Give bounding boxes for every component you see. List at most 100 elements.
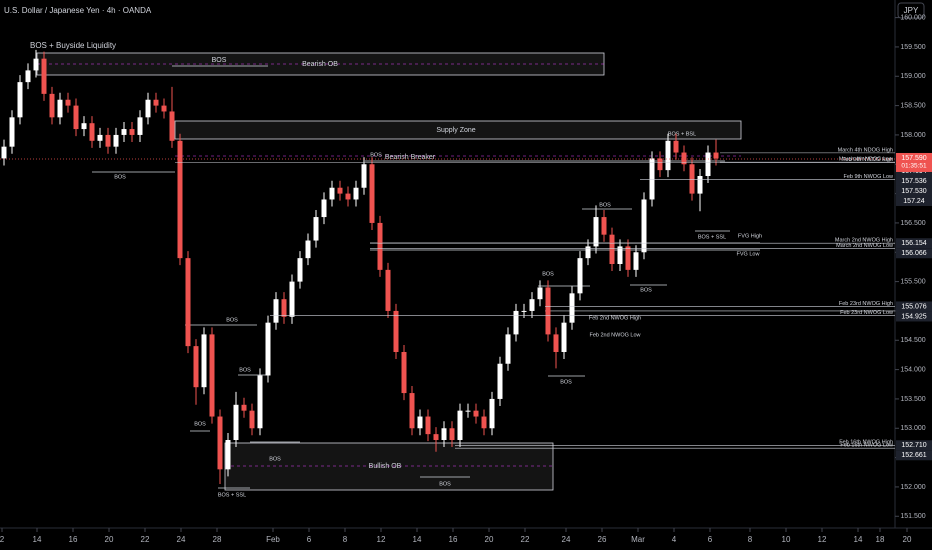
candle-body	[209, 334, 215, 417]
annotation-label: BOS	[194, 421, 206, 427]
candle-body	[153, 99, 159, 106]
price-tag-label: 154.925	[901, 313, 926, 320]
price-tag-label: 157.530	[901, 188, 926, 195]
candle-body	[489, 398, 495, 429]
candle-body	[641, 199, 647, 253]
annotation-label: BOS + BSL	[668, 131, 696, 137]
y-tick-label: 152.000	[900, 484, 925, 491]
level-name: Feb 16th NWOG Low	[840, 443, 893, 449]
currency-label[interactable]: JPY	[904, 6, 919, 15]
candle-body	[257, 375, 263, 429]
candle-body	[273, 299, 279, 323]
candle-body	[473, 410, 479, 417]
annotation-label: BOS	[370, 152, 382, 158]
x-tick-label: 22	[521, 535, 530, 544]
candle-body	[25, 70, 31, 83]
candle-body	[521, 310, 527, 312]
candle-body	[97, 134, 103, 141]
price-tag	[896, 440, 932, 451]
annotation-label: Supply Zone	[436, 127, 475, 134]
currency-button[interactable]	[897, 2, 925, 19]
price-tag	[896, 185, 932, 196]
candle-body	[57, 99, 63, 118]
countdown-label: 01:35:51	[901, 163, 927, 170]
level-name: Feb 16th NWOG High	[839, 440, 893, 446]
candle-body	[601, 217, 607, 235]
candle-body	[185, 258, 191, 347]
candle-body	[281, 299, 287, 317]
candle-body	[697, 176, 703, 194]
x-tick-label: 26	[598, 535, 607, 544]
candle-body	[193, 346, 199, 388]
candle-body	[433, 434, 439, 440]
candle-body	[161, 105, 167, 112]
candle-body	[665, 140, 671, 171]
level-name: Feb 23rd NWOG High	[839, 301, 893, 307]
x-tick-label: 8	[343, 535, 348, 544]
symbol-title: U.S. Dollar / Japanese Yen · 4h · OANDA	[4, 6, 152, 15]
candle-body	[49, 93, 55, 118]
candle-body	[353, 187, 359, 200]
price-tag	[896, 301, 932, 312]
annotation-label: Bullish OB	[369, 463, 402, 470]
annotation-label: BOS	[439, 481, 451, 487]
x-tick-label: 6	[307, 535, 312, 544]
candle-body	[609, 234, 615, 264]
price-tag-label: 157.536	[901, 178, 926, 185]
candle-body	[649, 158, 655, 200]
candle-body	[385, 269, 391, 311]
candle-body	[537, 287, 543, 300]
annotation-label: Bearish Breaker	[385, 154, 436, 161]
candle-body	[81, 123, 87, 130]
price-tag-label: 152.710	[901, 442, 926, 449]
zone-box	[174, 120, 742, 140]
candle-body	[297, 258, 303, 282]
level-name: Feb 9th NWOG High	[842, 157, 893, 163]
y-tick-label: 158.500	[900, 102, 925, 109]
annotation-label: BOS	[114, 174, 126, 180]
x-tick-label: 16	[69, 535, 78, 544]
candle-body	[617, 246, 623, 264]
candle-body	[113, 134, 119, 147]
candle-body	[625, 246, 631, 270]
y-tick-label: 158.000	[900, 132, 925, 139]
annotation-label: Feb 2nd NWOG High	[589, 315, 641, 321]
x-tick-label: 24	[177, 535, 186, 544]
annotation-label: FVG Low	[737, 251, 760, 257]
candle-body	[369, 164, 375, 223]
y-tick-label: 154.000	[900, 366, 925, 373]
candle-body	[713, 152, 719, 159]
x-tick-label: 24	[562, 535, 571, 544]
price-tag	[896, 450, 932, 461]
y-tick-label: 154.500	[900, 337, 925, 344]
candle-body	[409, 393, 415, 429]
x-tick-label: Feb	[266, 535, 280, 544]
candle-body	[1, 146, 7, 159]
x-tick-label: 8	[748, 535, 753, 544]
annotation-label: BOS + SSL	[218, 492, 246, 498]
candle-body	[289, 281, 295, 317]
candle-body	[545, 287, 551, 335]
annotation-label: BOS	[599, 202, 611, 208]
annotation-label: BOS	[226, 317, 238, 323]
price-tag-label: 156.154	[901, 240, 926, 247]
candle-body	[505, 334, 511, 364]
level-name: Feb 23rd NWOG Low	[840, 310, 893, 316]
candle-body	[33, 58, 39, 71]
candle-body	[241, 404, 247, 411]
annotation-label: BOS	[560, 379, 572, 385]
candle-body	[137, 117, 143, 135]
y-tick-label: 151.500	[900, 513, 925, 520]
level-name: March 2nd NWOG High	[835, 238, 893, 244]
candle-body	[217, 416, 223, 470]
candle-body	[481, 416, 487, 429]
candle-body	[553, 334, 559, 352]
candle-body	[121, 129, 127, 135]
candle-body	[457, 410, 463, 440]
annotation-label: BOS	[239, 367, 251, 373]
x-tick-label: 12	[377, 535, 386, 544]
candle-body	[129, 129, 135, 135]
candle-body	[513, 310, 519, 335]
